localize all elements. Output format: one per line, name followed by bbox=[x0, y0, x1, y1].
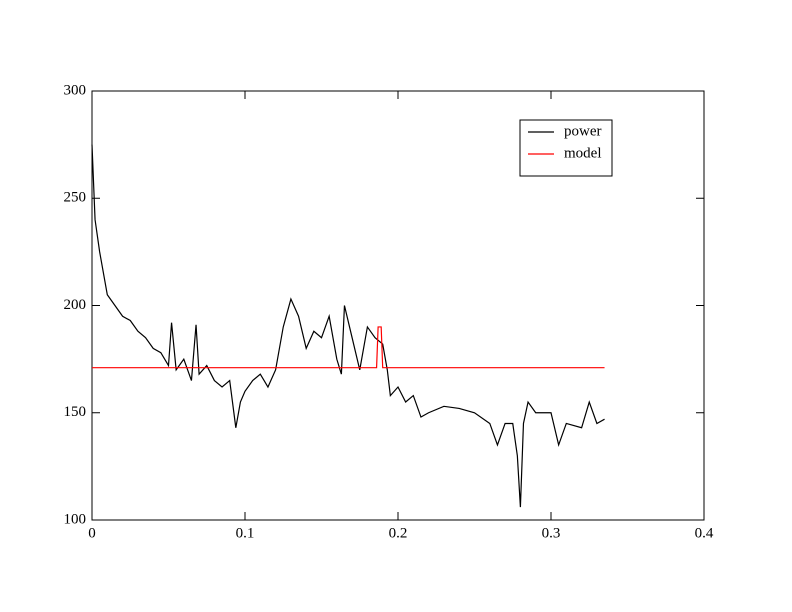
y-tick-label: 100 bbox=[64, 511, 87, 527]
series-line bbox=[92, 326, 605, 369]
legend-label: power bbox=[564, 123, 602, 139]
y-tick-label: 300 bbox=[64, 82, 87, 98]
x-tick-label: 0.1 bbox=[236, 525, 255, 541]
series-line bbox=[91, 144, 605, 508]
legend-label: model bbox=[564, 145, 602, 161]
x-tick-label: 0.4 bbox=[695, 525, 714, 541]
y-tick-label: 250 bbox=[64, 190, 87, 206]
x-tick-label: 0 bbox=[88, 525, 96, 541]
y-tick-label: 200 bbox=[64, 297, 87, 313]
y-tick-label: 150 bbox=[64, 404, 87, 420]
x-tick-label: 0.2 bbox=[389, 525, 408, 541]
x-tick-label: 0.3 bbox=[542, 525, 561, 541]
legend-box bbox=[519, 119, 613, 177]
